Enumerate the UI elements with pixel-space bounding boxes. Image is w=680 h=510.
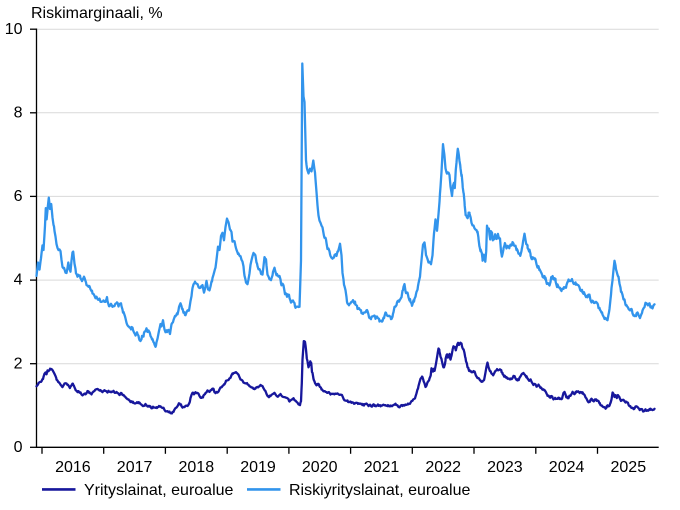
svg-text:2019: 2019: [240, 459, 276, 476]
svg-text:0: 0: [14, 439, 23, 456]
svg-text:Yrityslainat, euroalue: Yrityslainat, euroalue: [84, 482, 234, 499]
svg-text:2024: 2024: [549, 459, 585, 476]
svg-text:10: 10: [5, 21, 23, 38]
svg-text:Riskimarginaali, %: Riskimarginaali, %: [31, 5, 163, 22]
svg-text:2: 2: [14, 355, 23, 372]
svg-text:2020: 2020: [302, 459, 338, 476]
svg-text:Riskiyrityslainat, euroalue: Riskiyrityslainat, euroalue: [289, 482, 471, 499]
svg-text:4: 4: [14, 272, 23, 289]
svg-text:2025: 2025: [611, 459, 647, 476]
svg-text:6: 6: [14, 188, 23, 205]
svg-text:2023: 2023: [487, 459, 523, 476]
svg-text:2016: 2016: [55, 459, 91, 476]
svg-text:2018: 2018: [179, 459, 215, 476]
svg-text:2022: 2022: [425, 459, 461, 476]
svg-text:8: 8: [14, 104, 23, 121]
svg-text:2021: 2021: [364, 459, 400, 476]
svg-text:2017: 2017: [117, 459, 153, 476]
